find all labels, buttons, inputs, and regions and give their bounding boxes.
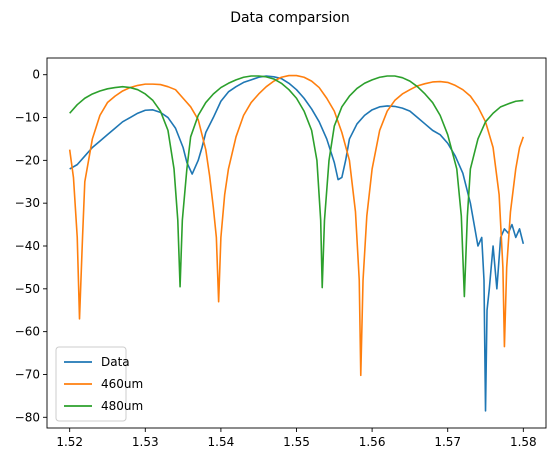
legend-label-480um: 480um: [101, 399, 143, 413]
legend-label-460um: 460um: [101, 377, 143, 391]
legend-label-data: Data: [101, 355, 130, 369]
y-tick-label: 0: [32, 68, 40, 82]
chart-title: Data comparsion: [230, 10, 350, 26]
x-tick-label: 1.58: [510, 435, 537, 449]
x-tick-label: 1.52: [56, 435, 83, 449]
y-tick-label: −40: [15, 239, 40, 253]
series-line-480um: [69, 75, 524, 298]
y-tick-label: −80: [15, 410, 40, 424]
y-tick-label: −20: [15, 153, 40, 167]
x-tick-label: 1.57: [434, 435, 461, 449]
y-tick-label: −60: [15, 325, 40, 339]
y-tick-label: −50: [15, 282, 40, 296]
y-tick-label: −10: [15, 111, 40, 125]
y-tick-label: −30: [15, 196, 40, 210]
x-tick-label: 1.55: [283, 435, 310, 449]
plot-area: 1.52 1.53 1.54 1.55 1.56 1.57 1.58 0 −10 −20 −30 −4…: [15, 57, 547, 449]
y-tick-label: −70: [15, 367, 40, 381]
series-line-460um: [68, 74, 525, 377]
x-tick-label: 1.56: [359, 435, 386, 449]
x-tick-label: 1.53: [132, 435, 159, 449]
x-tick-label: 1.54: [208, 435, 235, 449]
